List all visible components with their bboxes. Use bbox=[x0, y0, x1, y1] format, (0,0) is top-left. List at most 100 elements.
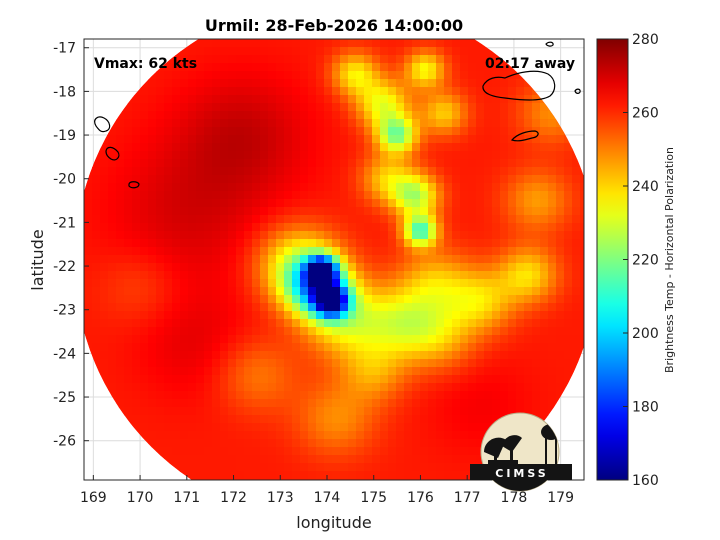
swath-cell bbox=[148, 415, 157, 424]
swath-cell bbox=[412, 375, 421, 384]
swath-cell bbox=[396, 231, 405, 240]
swath-cell bbox=[228, 231, 237, 240]
swath-cell bbox=[268, 351, 277, 360]
swath-cell bbox=[532, 279, 541, 288]
swath-cell bbox=[204, 239, 213, 248]
swath-cell bbox=[516, 327, 525, 336]
swath-cell bbox=[468, 383, 477, 392]
swath-cell bbox=[428, 223, 437, 232]
swath-cell bbox=[492, 407, 501, 416]
swath-cell bbox=[268, 335, 277, 344]
swath-cell bbox=[300, 103, 309, 112]
swath-cell bbox=[548, 327, 557, 336]
swath-cell bbox=[196, 303, 205, 312]
swath-cell bbox=[244, 295, 253, 304]
swath-cell bbox=[532, 359, 541, 368]
swath-cell bbox=[172, 175, 181, 184]
swath-cell bbox=[340, 151, 349, 160]
swath-cell bbox=[228, 199, 237, 208]
swath-cell bbox=[316, 231, 325, 240]
swath-cell bbox=[180, 367, 189, 376]
swath-cell bbox=[444, 55, 453, 64]
swath-cell bbox=[252, 95, 261, 104]
swath-cell bbox=[348, 151, 357, 160]
swath-cell bbox=[580, 191, 584, 200]
swath-cell bbox=[164, 255, 173, 264]
swath-cell bbox=[308, 423, 317, 432]
swath-cell bbox=[212, 95, 221, 104]
swath-cell bbox=[404, 111, 413, 120]
swath-cell bbox=[308, 439, 317, 448]
swath-cell bbox=[316, 375, 325, 384]
swath-cell bbox=[388, 399, 397, 408]
swath-cell bbox=[276, 407, 285, 416]
swath-cell bbox=[356, 255, 365, 264]
swath-cell bbox=[228, 271, 237, 280]
swath-cell bbox=[444, 167, 453, 176]
swath-cell bbox=[140, 103, 149, 112]
swath-cell bbox=[188, 407, 197, 416]
swath-cell bbox=[380, 431, 389, 440]
swath-cell bbox=[532, 319, 541, 328]
swath-cell bbox=[324, 87, 333, 96]
swath-cell bbox=[348, 71, 357, 80]
swath-cell bbox=[476, 215, 485, 224]
swath-cell bbox=[468, 447, 477, 456]
swath-cell bbox=[404, 375, 413, 384]
swath-cell bbox=[460, 143, 469, 152]
swath-cell bbox=[548, 239, 557, 248]
swath-cell bbox=[388, 359, 397, 368]
swath-cell bbox=[364, 455, 373, 464]
swath-cell bbox=[172, 279, 181, 288]
swath-cell bbox=[236, 39, 245, 48]
swath-cell bbox=[484, 295, 493, 304]
swath-cell bbox=[532, 119, 541, 128]
swath-cell bbox=[484, 151, 493, 160]
swath-cell bbox=[436, 455, 445, 464]
swath-cell bbox=[500, 383, 509, 392]
swath-cell bbox=[428, 367, 437, 376]
swath-cell bbox=[132, 375, 141, 384]
swath-cell bbox=[308, 63, 317, 72]
swath-cell bbox=[324, 431, 333, 440]
swath-cell bbox=[580, 311, 584, 320]
swath-cell bbox=[396, 239, 405, 248]
swath-cell bbox=[500, 103, 509, 112]
swath-cell bbox=[204, 183, 213, 192]
swath-cell bbox=[196, 63, 205, 72]
swath-cell bbox=[196, 215, 205, 224]
swath-cell bbox=[460, 207, 469, 216]
swath-cell bbox=[444, 47, 453, 56]
swath-cell bbox=[212, 175, 221, 184]
swath-cell bbox=[388, 391, 397, 400]
swath-cell bbox=[132, 135, 141, 144]
swath-cell bbox=[444, 127, 453, 136]
swath-cell bbox=[412, 471, 421, 480]
swath-cell bbox=[100, 367, 109, 376]
swath-cell bbox=[276, 95, 285, 104]
swath-cell bbox=[396, 319, 405, 328]
swath-cell bbox=[156, 103, 165, 112]
swath-cell bbox=[348, 407, 357, 416]
swath-cell bbox=[332, 383, 341, 392]
swath-cell bbox=[484, 175, 493, 184]
swath-cell bbox=[124, 391, 133, 400]
swath-cell bbox=[308, 319, 317, 328]
swath-cell bbox=[164, 367, 173, 376]
swath-cell bbox=[500, 279, 509, 288]
swath-cell bbox=[276, 415, 285, 424]
swath-cell bbox=[292, 303, 301, 312]
swath-cell bbox=[564, 175, 573, 184]
swath-cell bbox=[460, 167, 469, 176]
swath-cell bbox=[316, 39, 325, 48]
swath-cell bbox=[164, 295, 173, 304]
swath-cell bbox=[556, 311, 565, 320]
swath-cell bbox=[468, 367, 477, 376]
swath-cell bbox=[548, 279, 557, 288]
swath-cell bbox=[132, 407, 141, 416]
swath-cell bbox=[428, 39, 437, 48]
swath-cell bbox=[340, 375, 349, 384]
swath-cell bbox=[540, 239, 549, 248]
swath-cell bbox=[508, 247, 517, 256]
